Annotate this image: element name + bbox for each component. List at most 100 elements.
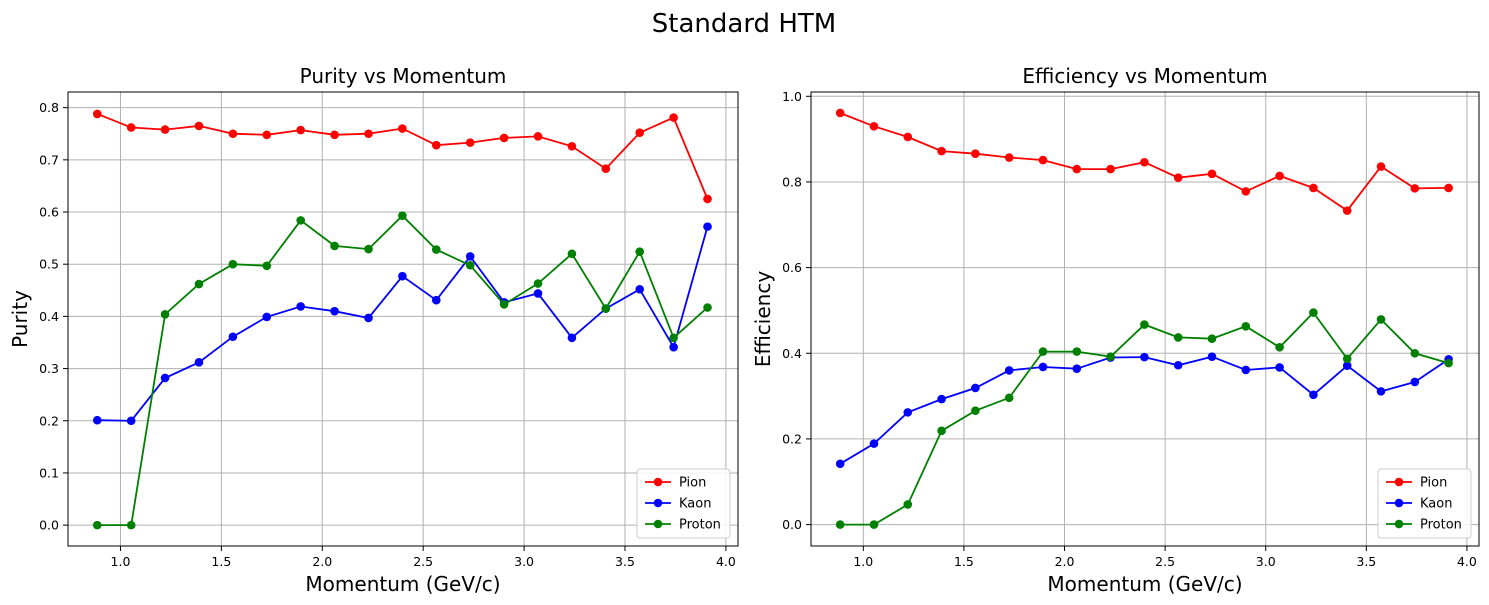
kaon-point [1173,360,1183,370]
pion-point [330,130,339,140]
proton-point [1241,321,1251,331]
y-tick-label: 0.2 [782,431,802,446]
x-tick-label: 1.0 [853,554,873,569]
legend-proton-label: Proton [1420,518,1462,533]
proton-point [1207,334,1217,344]
pion-point [1106,164,1115,174]
proton-point [364,244,373,254]
proton-point [330,241,339,251]
kaon-point [194,358,204,367]
kaon-point [431,295,441,305]
kaon-point [160,373,170,383]
proton-point [533,279,543,288]
y-tick-label: 0.8 [39,100,59,115]
x-tick-label: 3.0 [1256,554,1276,569]
proton-point [296,216,305,225]
pion-point [869,121,879,131]
proton-point [1410,348,1420,358]
kaon-point [1072,364,1082,373]
kaon-point [971,383,980,393]
pion-point [1275,171,1284,181]
pion-point [669,113,678,122]
legend-kaon-label: Kaon [1420,497,1452,512]
pion-point [431,140,441,150]
kaon-point [1376,387,1386,396]
x-tick-label: 1.0 [111,554,131,569]
legend-pion-swatch-marker [653,477,663,487]
kaon-point [869,439,879,448]
x-tick-label: 4.0 [716,554,736,569]
kaon-point [1410,377,1420,387]
kaon-point [1309,390,1318,400]
kaon-point [1004,366,1014,375]
kaon-point [567,333,577,343]
purity-x-axis-label: Momentum (GeV/c) [305,572,500,596]
y-tick-label: 0.6 [39,205,59,220]
kaon-point [1342,361,1352,370]
proton-point [92,520,102,530]
proton-point [601,304,611,313]
x-tick-label: 2.0 [312,554,332,569]
proton-point [262,261,272,271]
kaon-point [1140,352,1149,362]
legend-proton-label: Proton [679,518,721,533]
purity-chart-title: Purity vs Momentum [300,64,507,88]
proton-point [1004,393,1014,403]
kaon-point [669,342,678,352]
purity-axes-frame [67,91,739,547]
pion-point [364,129,373,139]
purity-series-proton [92,211,712,530]
proton-point [1038,347,1048,356]
pion-point [703,194,712,204]
proton-point [937,426,946,436]
pion-point [1444,183,1453,193]
pion-point [1207,169,1217,179]
kaon-point [835,459,845,469]
pion-point [1004,153,1014,162]
y-tick-label: 0.4 [782,346,802,361]
y-tick-label: 0.1 [39,465,59,480]
pion-point [228,129,238,139]
kaon-point [903,408,913,417]
kaon-point [126,416,136,426]
legend-kaon-swatch-marker [1394,498,1404,508]
pion-point [533,132,543,141]
pion-point [465,138,475,147]
kaon-point [1038,362,1048,372]
y-tick-label: 0.8 [782,174,802,189]
proton-point [398,211,407,220]
pion-point [1140,157,1149,167]
pion-point [1410,184,1420,193]
pion-point [635,128,645,138]
x-tick-label: 3.0 [514,554,534,569]
efficiency-x-axis-label: Momentum (GeV/c) [1047,572,1242,596]
proton-point [1376,315,1386,324]
purity-legend: Pion Kaon Proton [636,468,731,539]
kaon-point [330,306,339,316]
proton-point [1275,342,1284,352]
proton-point [703,303,712,312]
proton-point [835,520,845,529]
y-tick-label: 1.0 [782,89,802,104]
efficiency-series-kaon [835,352,1453,469]
kaon-point [937,394,946,404]
pion-point [601,164,611,174]
proton-point [567,249,577,259]
efficiency-axes-frame [810,91,1480,547]
y-tick-label: 0.4 [39,309,59,324]
legend-kaon-label: Kaon [679,497,711,512]
efficiency-series-proton [835,308,1453,529]
purity-y-axis-label: Purity [8,290,32,348]
x-tick-label: 1.5 [211,554,231,569]
proton-point [465,260,475,270]
purity-series-pion [92,109,712,204]
efficiency-chart-title: Efficiency vs Momentum [1022,64,1267,88]
proton-point [903,500,913,509]
kaon-point [1275,363,1284,372]
efficiency-y-axis-label: Efficiency [751,271,775,368]
pion-point [1342,206,1352,215]
proton-point [669,333,678,343]
figure-suptitle: Standard HTM [652,9,836,39]
pion-point [1072,164,1082,174]
x-tick-label: 3.5 [615,554,635,569]
